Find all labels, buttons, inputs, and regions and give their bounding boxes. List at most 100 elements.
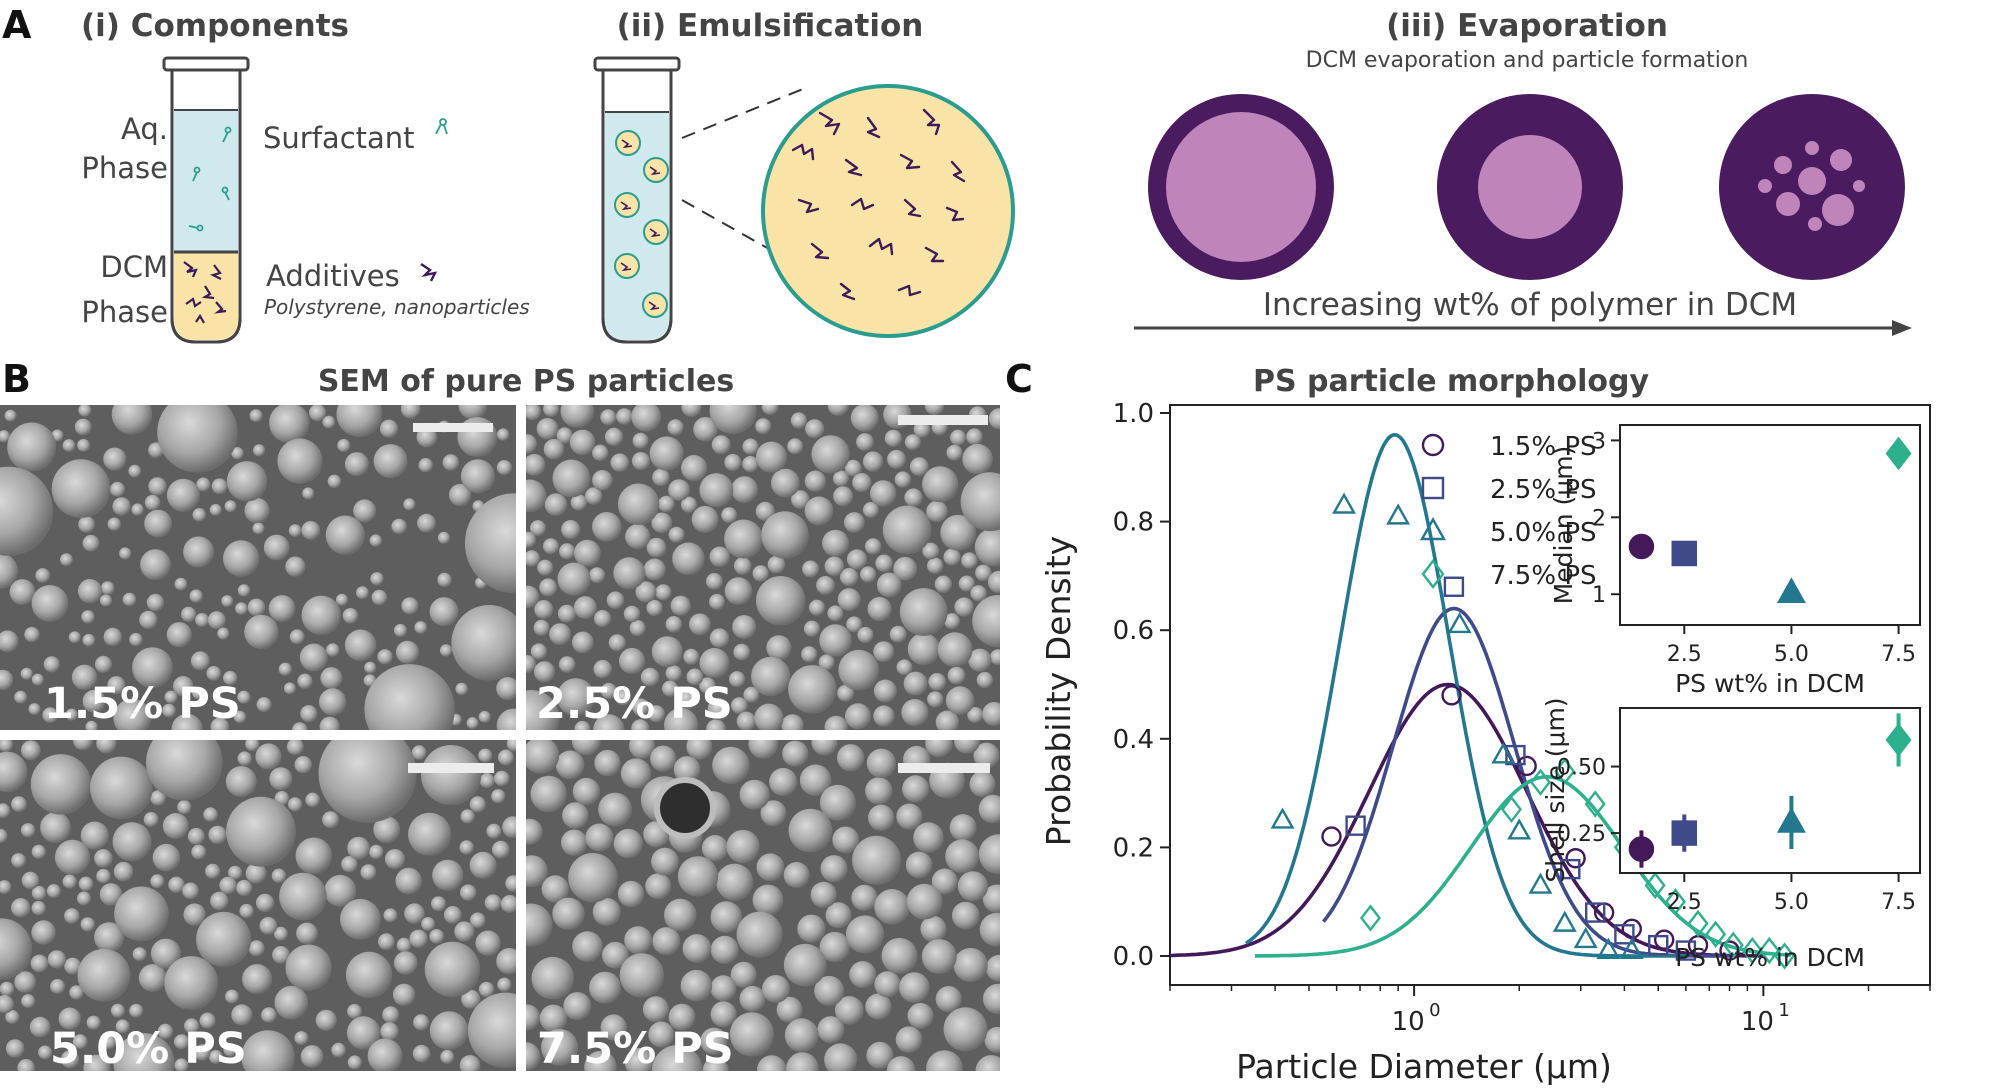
sem-sphere: [844, 459, 862, 477]
sem-sphere: [700, 1027, 728, 1055]
data-point-5-0: [1528, 872, 1553, 894]
sem-sphere: [867, 596, 892, 622]
sem-sphere: [784, 1018, 819, 1053]
sem-sphere: [649, 436, 684, 471]
sem-sphere: [166, 478, 200, 512]
sem-sphere: [682, 934, 712, 963]
sem-sphere: [464, 493, 516, 594]
sem-sphere: [852, 835, 902, 885]
sem-sphere: [799, 764, 832, 797]
sem-sphere: [479, 773, 495, 789]
sem-sphere: [776, 996, 803, 1023]
sem-sphere: [589, 567, 606, 584]
sem-sphere: [451, 605, 516, 681]
data-point-5-0: [1270, 807, 1295, 829]
data-point-7-5: [1758, 936, 1780, 965]
sem-sphere: [113, 1033, 175, 1071]
sem-sphere: [557, 562, 591, 596]
sem-sphere: [99, 883, 123, 906]
sem-sphere: [850, 405, 879, 432]
sem-sphere: [934, 575, 953, 593]
sem-sphere: [199, 1012, 216, 1029]
sem-sphere: [69, 985, 84, 1000]
sem-sphere: [31, 901, 46, 916]
sem-sphere: [537, 559, 554, 576]
sem-sphere: [90, 756, 153, 820]
legend-marker-1-5: [1421, 433, 1445, 457]
sem-sphere: [533, 619, 550, 636]
sem-sphere: [29, 1016, 51, 1038]
sem-sphere: [526, 655, 536, 673]
data-point-7-5: [1584, 790, 1606, 818]
sem-sphere: [730, 961, 757, 988]
sem-sphere: [803, 620, 821, 637]
data-point-7-5: [1687, 909, 1709, 938]
sem-sphere: [957, 871, 989, 902]
sem-sphere: [552, 897, 585, 930]
sem-sphere: [470, 912, 486, 929]
sem-sphere: [268, 595, 296, 622]
sem-sphere: [400, 405, 421, 419]
sem-sphere: [122, 592, 137, 607]
sem-sphere: [500, 895, 516, 913]
sem-sphere: [953, 947, 988, 983]
sem-sphere: [623, 605, 641, 623]
x-axis-label: Particle Diameter (μm): [1236, 1047, 1612, 1086]
sem-sphere: [110, 1003, 125, 1018]
sem-sphere: [144, 494, 161, 511]
sem-sphere: [344, 629, 377, 662]
sem-sphere: [833, 486, 854, 507]
sem-sphere: [907, 1002, 934, 1029]
sem-image-3: 5.0% PS: [0, 740, 516, 1074]
sem-sphere: [556, 427, 573, 444]
sem-sphere: [530, 643, 548, 660]
sem-sphere: [882, 505, 932, 555]
sem-sphere: [497, 977, 512, 992]
sem-sphere: [236, 879, 253, 897]
sem-sphere: [541, 875, 569, 903]
sem-sphere: [533, 661, 556, 683]
sem-sphere: [752, 884, 784, 916]
sem-sphere: [0, 669, 14, 691]
sem-sphere: [990, 649, 1000, 666]
sem-sphere: [128, 464, 142, 478]
sem-sphere: [913, 822, 944, 853]
sem-sphere: [617, 880, 645, 908]
sem-image-4: 7.5% PS: [526, 740, 1000, 1074]
sem-sphere: [613, 557, 646, 590]
sem-sphere: [319, 688, 347, 716]
sem-sphere: [411, 745, 427, 761]
sem-sphere: [691, 505, 719, 533]
dcm-phase-label-line2: Phase: [81, 295, 168, 329]
legend-label-7-5: 7.5% PS: [1490, 561, 1597, 591]
sem-sphere: [223, 670, 238, 686]
sem-sphere: [837, 684, 855, 702]
sem-sphere: [944, 613, 960, 630]
sem-sphere: [467, 992, 516, 1068]
sem-sphere: [30, 754, 92, 815]
sem-sphere: [96, 868, 111, 884]
sem-sphere: [559, 543, 576, 560]
sem-sphere: [539, 1004, 568, 1033]
sem-sphere: [21, 994, 36, 1009]
sem-sphere: [0, 466, 54, 556]
sem-sphere: [77, 891, 91, 906]
sem-sphere: [721, 507, 738, 524]
sem-sphere: [946, 444, 963, 461]
inset-y-tick-label: 3: [1592, 429, 1606, 454]
sem-sphere: [353, 499, 377, 523]
sem-sphere: [676, 688, 698, 710]
inset-y-tick-label: 0.50: [1557, 756, 1606, 781]
inset-x-tick-label: 5.0: [1774, 642, 1809, 667]
sem-sphere: [742, 438, 759, 455]
sem-sphere: [988, 408, 1000, 430]
sem-sphere: [982, 983, 1000, 1014]
sem-sphere: [769, 767, 798, 797]
sem-sphere: [437, 531, 451, 544]
sem-sphere: [947, 666, 966, 685]
sem-sphere: [496, 460, 512, 476]
surfactant-label: Surfactant: [263, 121, 415, 155]
scale-bar: [413, 423, 493, 432]
sem-sphere: [922, 542, 940, 560]
y-tick-label: 0.6: [1113, 616, 1154, 646]
